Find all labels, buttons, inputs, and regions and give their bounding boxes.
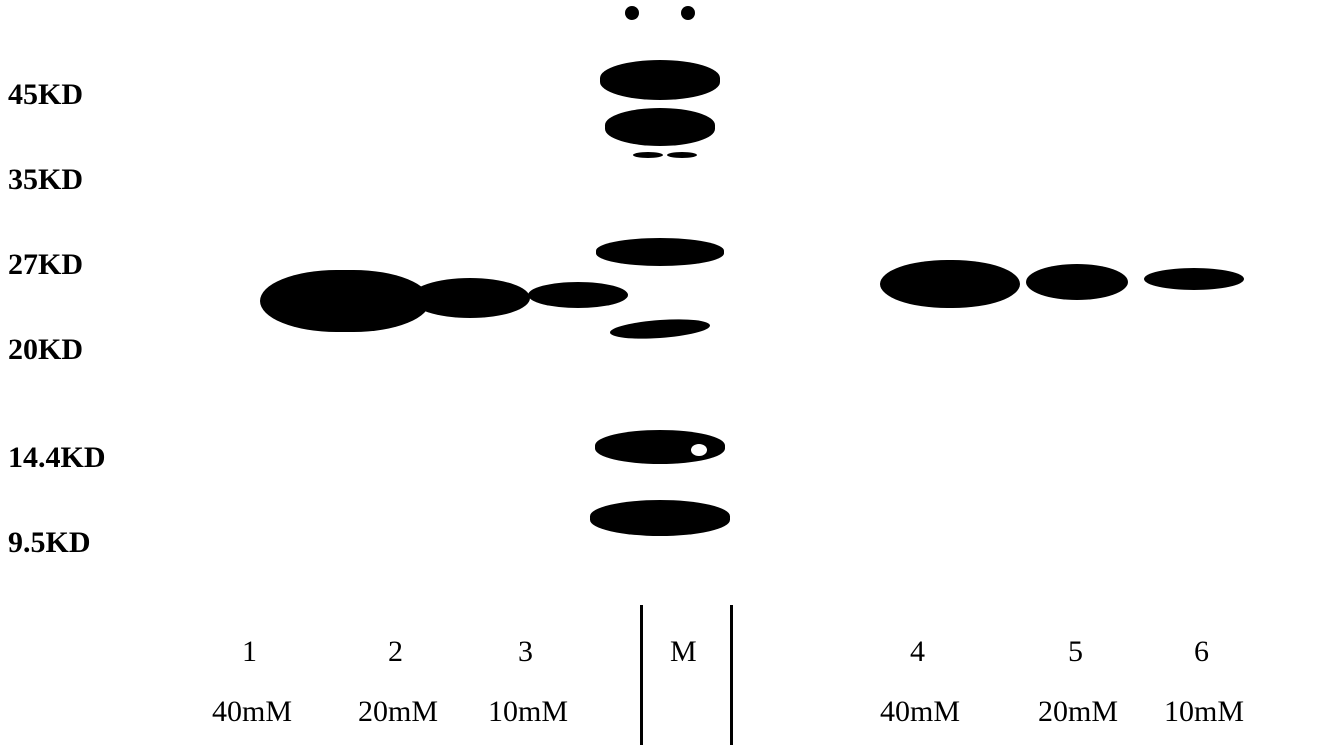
marker-band-20 [610, 317, 710, 342]
lane-label-4-conc: 40mM [880, 695, 960, 729]
mw-label-text: 9.5KD [8, 526, 91, 559]
mw-label-14: 14.4KD [8, 441, 106, 475]
lane-num: 5 [1068, 635, 1083, 668]
lane-conc: 20mM [358, 695, 438, 728]
lane-label-2-num: 2 [388, 635, 403, 669]
band-lane-6 [1144, 268, 1244, 290]
lane-num: 4 [910, 635, 925, 668]
mw-label-9: 9.5KD [8, 526, 91, 560]
mw-label-20: 20KD [8, 333, 83, 367]
lane-label-6-conc: 10mM [1164, 695, 1244, 729]
lane-num: 2 [388, 635, 403, 668]
lane-label-5-num: 5 [1068, 635, 1083, 669]
lane-label-3-num: 3 [518, 635, 533, 669]
marker-band-45 [600, 60, 720, 100]
mw-label-45: 45KD [8, 78, 83, 112]
marker-band-dash-r [667, 152, 697, 158]
lane-num: 1 [242, 635, 257, 668]
mw-label-27: 27KD [8, 248, 83, 282]
mw-label-text: 14.4KD [8, 441, 106, 474]
lane-label-1-conc: 40mM [212, 695, 292, 729]
lane-label-5-conc: 20mM [1038, 695, 1118, 729]
marker-band-9 [590, 500, 730, 536]
mw-label-text: 20KD [8, 333, 83, 366]
marker-band-14 [595, 430, 725, 464]
lane-conc: 20mM [1038, 695, 1118, 728]
gel-image-area [180, 0, 1336, 570]
lane-label-M-num: M [670, 635, 697, 669]
band-lane-2 [410, 278, 530, 318]
mw-label-text: 27KD [8, 248, 83, 281]
lane-num: 6 [1194, 635, 1209, 668]
lane-label-1-num: 1 [242, 635, 257, 669]
lane-label-6-num: 6 [1194, 635, 1209, 669]
lane-conc: 10mM [1164, 695, 1244, 728]
lane-conc: 40mM [880, 695, 960, 728]
lane-conc: 10mM [488, 695, 568, 728]
lane-label-2-conc: 20mM [358, 695, 438, 729]
lane-label-3-conc: 10mM [488, 695, 568, 729]
band-lane-3 [528, 282, 628, 308]
lane-num: M [670, 635, 697, 668]
lane-conc: 40mM [212, 695, 292, 728]
marker-band-dash-l [633, 152, 663, 158]
marker-divider-left [640, 605, 643, 745]
mw-label-35: 35KD [8, 163, 83, 197]
band-lane-4 [880, 260, 1020, 308]
band-lane-5 [1026, 264, 1128, 300]
marker-band-27 [596, 238, 724, 266]
marker-band-top-tick-l [625, 6, 639, 20]
lane-label-4-num: 4 [910, 635, 925, 669]
marker-band-below45 [605, 108, 715, 146]
lane-num: 3 [518, 635, 533, 668]
marker-divider-right [730, 605, 733, 745]
mw-label-text: 45KD [8, 78, 83, 111]
marker-band-top-tick-r [681, 6, 695, 20]
band-lane-1 [260, 270, 430, 332]
mw-label-text: 35KD [8, 163, 83, 196]
